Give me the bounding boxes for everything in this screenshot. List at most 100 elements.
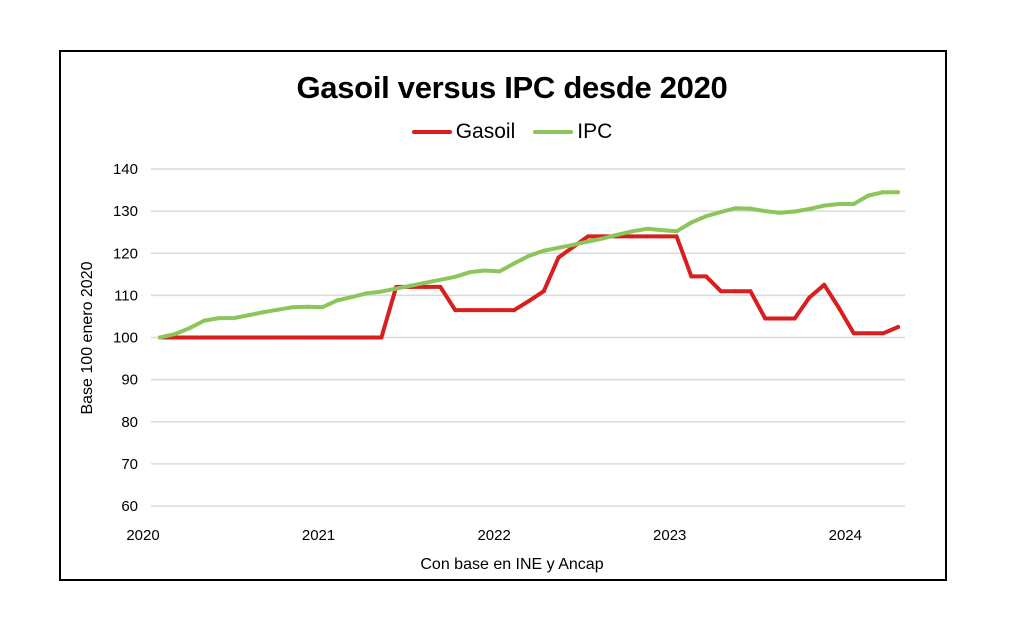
data-point-gasoil — [335, 335, 340, 340]
y-tick-label: 60 — [121, 498, 138, 515]
data-point-ipc — [305, 304, 310, 309]
data-point-ipc — [556, 245, 561, 250]
data-point-ipc — [630, 229, 635, 234]
data-point-gasoil — [896, 324, 900, 329]
x-tick-label: 2024 — [829, 527, 862, 544]
data-point-gasoil — [733, 289, 738, 294]
data-point-ipc — [187, 326, 192, 331]
data-point-ipc — [453, 274, 458, 279]
data-point-gasoil — [349, 335, 354, 340]
legend-item-ipc: IPC — [533, 120, 612, 144]
data-point-ipc — [408, 283, 413, 288]
data-point-ipc — [158, 335, 162, 340]
data-point-ipc — [172, 332, 177, 337]
data-point-gasoil — [290, 335, 295, 340]
legend-label-ipc: IPC — [577, 120, 613, 143]
data-point-ipc — [541, 248, 546, 253]
data-point-gasoil — [777, 316, 782, 321]
y-tick-label: 90 — [121, 372, 138, 389]
data-point-ipc — [467, 270, 472, 275]
data-point-ipc — [571, 242, 576, 247]
data-point-gasoil — [851, 331, 856, 336]
data-point-gasoil — [497, 308, 502, 313]
data-point-gasoil — [512, 308, 517, 313]
data-point-gasoil — [763, 316, 768, 321]
data-point-gasoil — [217, 335, 222, 340]
data-point-ipc — [527, 253, 531, 258]
series-line-gasoil — [158, 234, 900, 340]
data-point-ipc — [807, 207, 812, 212]
data-point-gasoil — [630, 234, 635, 239]
data-point-ipc — [600, 236, 605, 241]
data-point-gasoil — [881, 331, 886, 336]
data-point-gasoil — [748, 289, 753, 294]
data-point-ipc — [290, 305, 295, 310]
legend-swatch-gasoil — [411, 130, 452, 134]
y-tick-label: 70 — [121, 456, 138, 473]
data-point-gasoil — [659, 234, 664, 239]
data-point-ipc — [438, 277, 443, 282]
data-point-gasoil — [556, 255, 561, 260]
data-point-gasoil — [320, 335, 325, 340]
data-point-ipc — [704, 214, 709, 219]
data-point-gasoil — [364, 335, 369, 340]
data-point-gasoil — [246, 335, 251, 340]
data-point-ipc — [335, 298, 340, 303]
data-point-ipc — [718, 209, 723, 214]
x-tick-label: 2023 — [653, 527, 686, 544]
data-point-ipc — [733, 206, 738, 211]
data-point-ipc — [217, 316, 222, 321]
y-tick-label: 110 — [114, 287, 138, 304]
data-point-gasoil — [172, 335, 177, 340]
x-tick-label: 2021 — [302, 527, 335, 544]
data-point-ipc — [423, 280, 428, 285]
legend: Gasoil IPC — [0, 120, 1024, 144]
data-point-gasoil — [187, 335, 192, 340]
data-point-gasoil — [423, 284, 428, 289]
data-point-ipc — [482, 268, 487, 273]
data-point-gasoil — [482, 308, 487, 313]
data-point-ipc — [512, 261, 517, 266]
data-point-gasoil — [305, 335, 310, 340]
data-point-gasoil — [379, 335, 384, 340]
data-point-ipc — [866, 193, 871, 198]
y-tick-label: 140 — [113, 161, 138, 178]
data-point-gasoil — [674, 234, 679, 239]
data-point-gasoil — [807, 295, 812, 300]
data-point-ipc — [261, 310, 266, 315]
data-point-ipc — [777, 210, 782, 215]
data-point-gasoil — [704, 274, 709, 279]
data-point-gasoil — [689, 274, 694, 279]
data-point-ipc — [246, 313, 251, 318]
x-axis-label: Con base en INE y Ancap — [420, 556, 604, 573]
data-point-ipc — [349, 295, 354, 300]
data-point-ipc — [659, 228, 664, 233]
x-tick-label: 2020 — [126, 527, 159, 544]
data-point-gasoil — [866, 331, 871, 336]
series-line-ipc — [158, 190, 900, 340]
data-point-gasoil — [261, 335, 266, 340]
data-point-ipc — [763, 209, 768, 214]
chart-title: Gasoil versus IPC desde 2020 — [296, 70, 728, 105]
data-point-ipc — [276, 307, 281, 312]
data-point-ipc — [851, 201, 856, 206]
data-point-gasoil — [718, 289, 723, 294]
data-point-ipc — [586, 239, 591, 244]
data-point-gasoil — [202, 335, 207, 340]
legend-item-gasoil: Gasoil — [411, 120, 515, 144]
legend-swatch-ipc — [533, 130, 574, 134]
data-point-gasoil — [467, 308, 472, 313]
data-point-ipc — [881, 190, 886, 195]
data-point-ipc — [896, 190, 900, 195]
y-tick-label: 120 — [113, 245, 138, 262]
data-point-ipc — [689, 220, 694, 225]
data-point-ipc — [748, 206, 753, 211]
data-point-gasoil — [453, 308, 458, 313]
data-point-ipc — [379, 289, 384, 294]
data-point-gasoil — [586, 234, 591, 239]
data-point-ipc — [231, 316, 236, 321]
data-point-ipc — [792, 209, 797, 214]
data-point-gasoil — [231, 335, 236, 340]
data-point-ipc — [674, 229, 679, 234]
data-point-ipc — [836, 201, 841, 206]
